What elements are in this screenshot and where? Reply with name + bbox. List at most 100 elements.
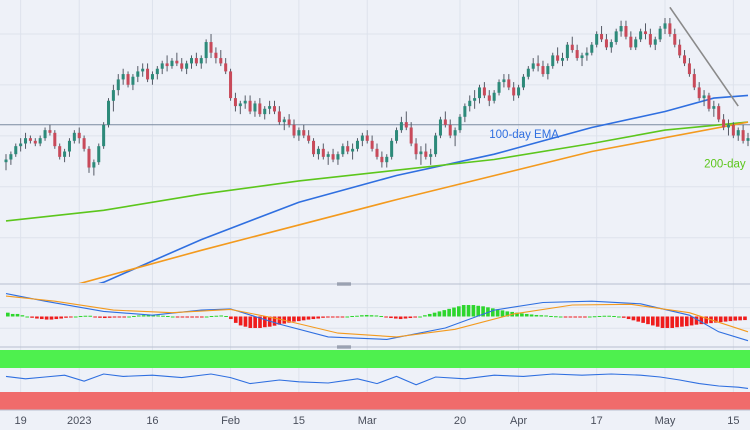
candle bbox=[375, 143, 379, 160]
macd-histogram-bar bbox=[248, 316, 253, 328]
price-macd-separator-handle[interactable] bbox=[337, 282, 351, 286]
candle-body bbox=[341, 146, 345, 155]
candle-body bbox=[351, 148, 355, 152]
macd-histogram-bar bbox=[146, 314, 151, 317]
candle bbox=[600, 26, 604, 43]
macd-histogram-bar bbox=[369, 315, 374, 317]
macd-histogram-bar bbox=[59, 316, 63, 319]
candle bbox=[297, 127, 301, 141]
candle-body bbox=[438, 119, 442, 136]
macd-histogram-bar bbox=[554, 316, 558, 318]
candle bbox=[72, 130, 76, 144]
candle bbox=[458, 114, 462, 133]
macd-histogram-bar bbox=[6, 312, 10, 317]
annotation-label: 200-day bbox=[704, 159, 746, 171]
macd-histogram-bar bbox=[563, 316, 568, 318]
candle-body bbox=[131, 76, 135, 85]
200-day-line bbox=[5, 121, 749, 222]
candle-body bbox=[560, 58, 565, 61]
candle-body bbox=[746, 138, 750, 141]
candle bbox=[248, 95, 252, 115]
candle-body bbox=[692, 74, 696, 88]
macd-histogram-bar bbox=[427, 313, 432, 317]
candle bbox=[365, 130, 369, 144]
candle-body bbox=[731, 124, 735, 136]
candle-body bbox=[404, 122, 408, 128]
candle-body bbox=[639, 31, 643, 40]
macd-histogram-bar bbox=[505, 311, 510, 317]
macd-histogram-bar bbox=[316, 316, 321, 319]
x-axis-bg bbox=[0, 410, 750, 430]
candle-body bbox=[312, 140, 316, 155]
candle bbox=[136, 66, 140, 83]
candle bbox=[556, 47, 560, 64]
candle-body bbox=[33, 140, 37, 144]
candle bbox=[717, 103, 721, 123]
macd-histogram-bar bbox=[549, 315, 553, 317]
candle-body bbox=[4, 159, 8, 163]
candle bbox=[565, 42, 569, 61]
candle-body bbox=[434, 135, 438, 155]
candle-body bbox=[668, 23, 672, 35]
candle bbox=[487, 90, 491, 107]
candle bbox=[521, 74, 525, 91]
candle-body bbox=[609, 42, 613, 48]
macd-histogram-bar bbox=[408, 316, 413, 319]
macd-histogram-bar bbox=[558, 316, 563, 318]
macd-histogram-bar bbox=[287, 316, 291, 323]
candle bbox=[175, 52, 179, 67]
macd-histogram-bar bbox=[636, 316, 641, 322]
candle-body bbox=[517, 87, 521, 96]
candle bbox=[390, 138, 394, 160]
candle-body bbox=[87, 148, 91, 168]
candle bbox=[155, 66, 159, 80]
macd-histogram-bar bbox=[311, 316, 316, 320]
macd-histogram-bar bbox=[238, 316, 243, 326]
macd-histogram-bar bbox=[161, 315, 165, 317]
candle-body bbox=[121, 74, 125, 80]
candle bbox=[150, 71, 154, 85]
candle-body bbox=[141, 68, 145, 72]
candle-body bbox=[355, 140, 359, 149]
candle bbox=[453, 127, 457, 147]
macd-histogram-bar bbox=[156, 315, 160, 317]
macd-histogram-bar bbox=[544, 315, 548, 317]
candle bbox=[629, 31, 633, 51]
candle-body bbox=[92, 162, 96, 168]
candle-body bbox=[653, 39, 657, 45]
macd-histogram-bar bbox=[326, 316, 330, 318]
candle bbox=[668, 18, 672, 37]
candle bbox=[258, 98, 262, 117]
candle-body bbox=[717, 106, 721, 120]
candle-body bbox=[106, 100, 111, 125]
candle-body bbox=[551, 55, 555, 67]
candle bbox=[165, 55, 169, 72]
candle bbox=[570, 36, 574, 53]
candle-body bbox=[648, 34, 652, 45]
candle bbox=[673, 28, 677, 48]
macd-histogram-bar bbox=[151, 315, 156, 317]
candle bbox=[316, 146, 320, 160]
candle-body bbox=[326, 154, 330, 157]
candle bbox=[722, 114, 726, 131]
candle bbox=[619, 20, 623, 37]
oscillator-line bbox=[5, 373, 749, 389]
macd-histogram-bar bbox=[573, 316, 578, 318]
candle-body bbox=[204, 42, 208, 59]
candle-body bbox=[321, 148, 325, 157]
macd-histogram-bar bbox=[651, 316, 655, 326]
candle-body bbox=[146, 68, 150, 80]
macd-histogram-bar bbox=[360, 315, 364, 317]
candle-body bbox=[419, 151, 423, 155]
candle bbox=[648, 28, 652, 48]
macd-histogram-bar bbox=[389, 316, 393, 319]
candle bbox=[634, 36, 638, 51]
candle-body bbox=[458, 116, 462, 131]
candle-body bbox=[219, 58, 223, 64]
candle bbox=[414, 138, 418, 160]
macd-histogram-bar bbox=[350, 315, 354, 317]
macd-histogram-bar bbox=[355, 315, 359, 317]
candle bbox=[604, 34, 608, 51]
macd-oscillator-separator-handle[interactable] bbox=[337, 345, 351, 349]
